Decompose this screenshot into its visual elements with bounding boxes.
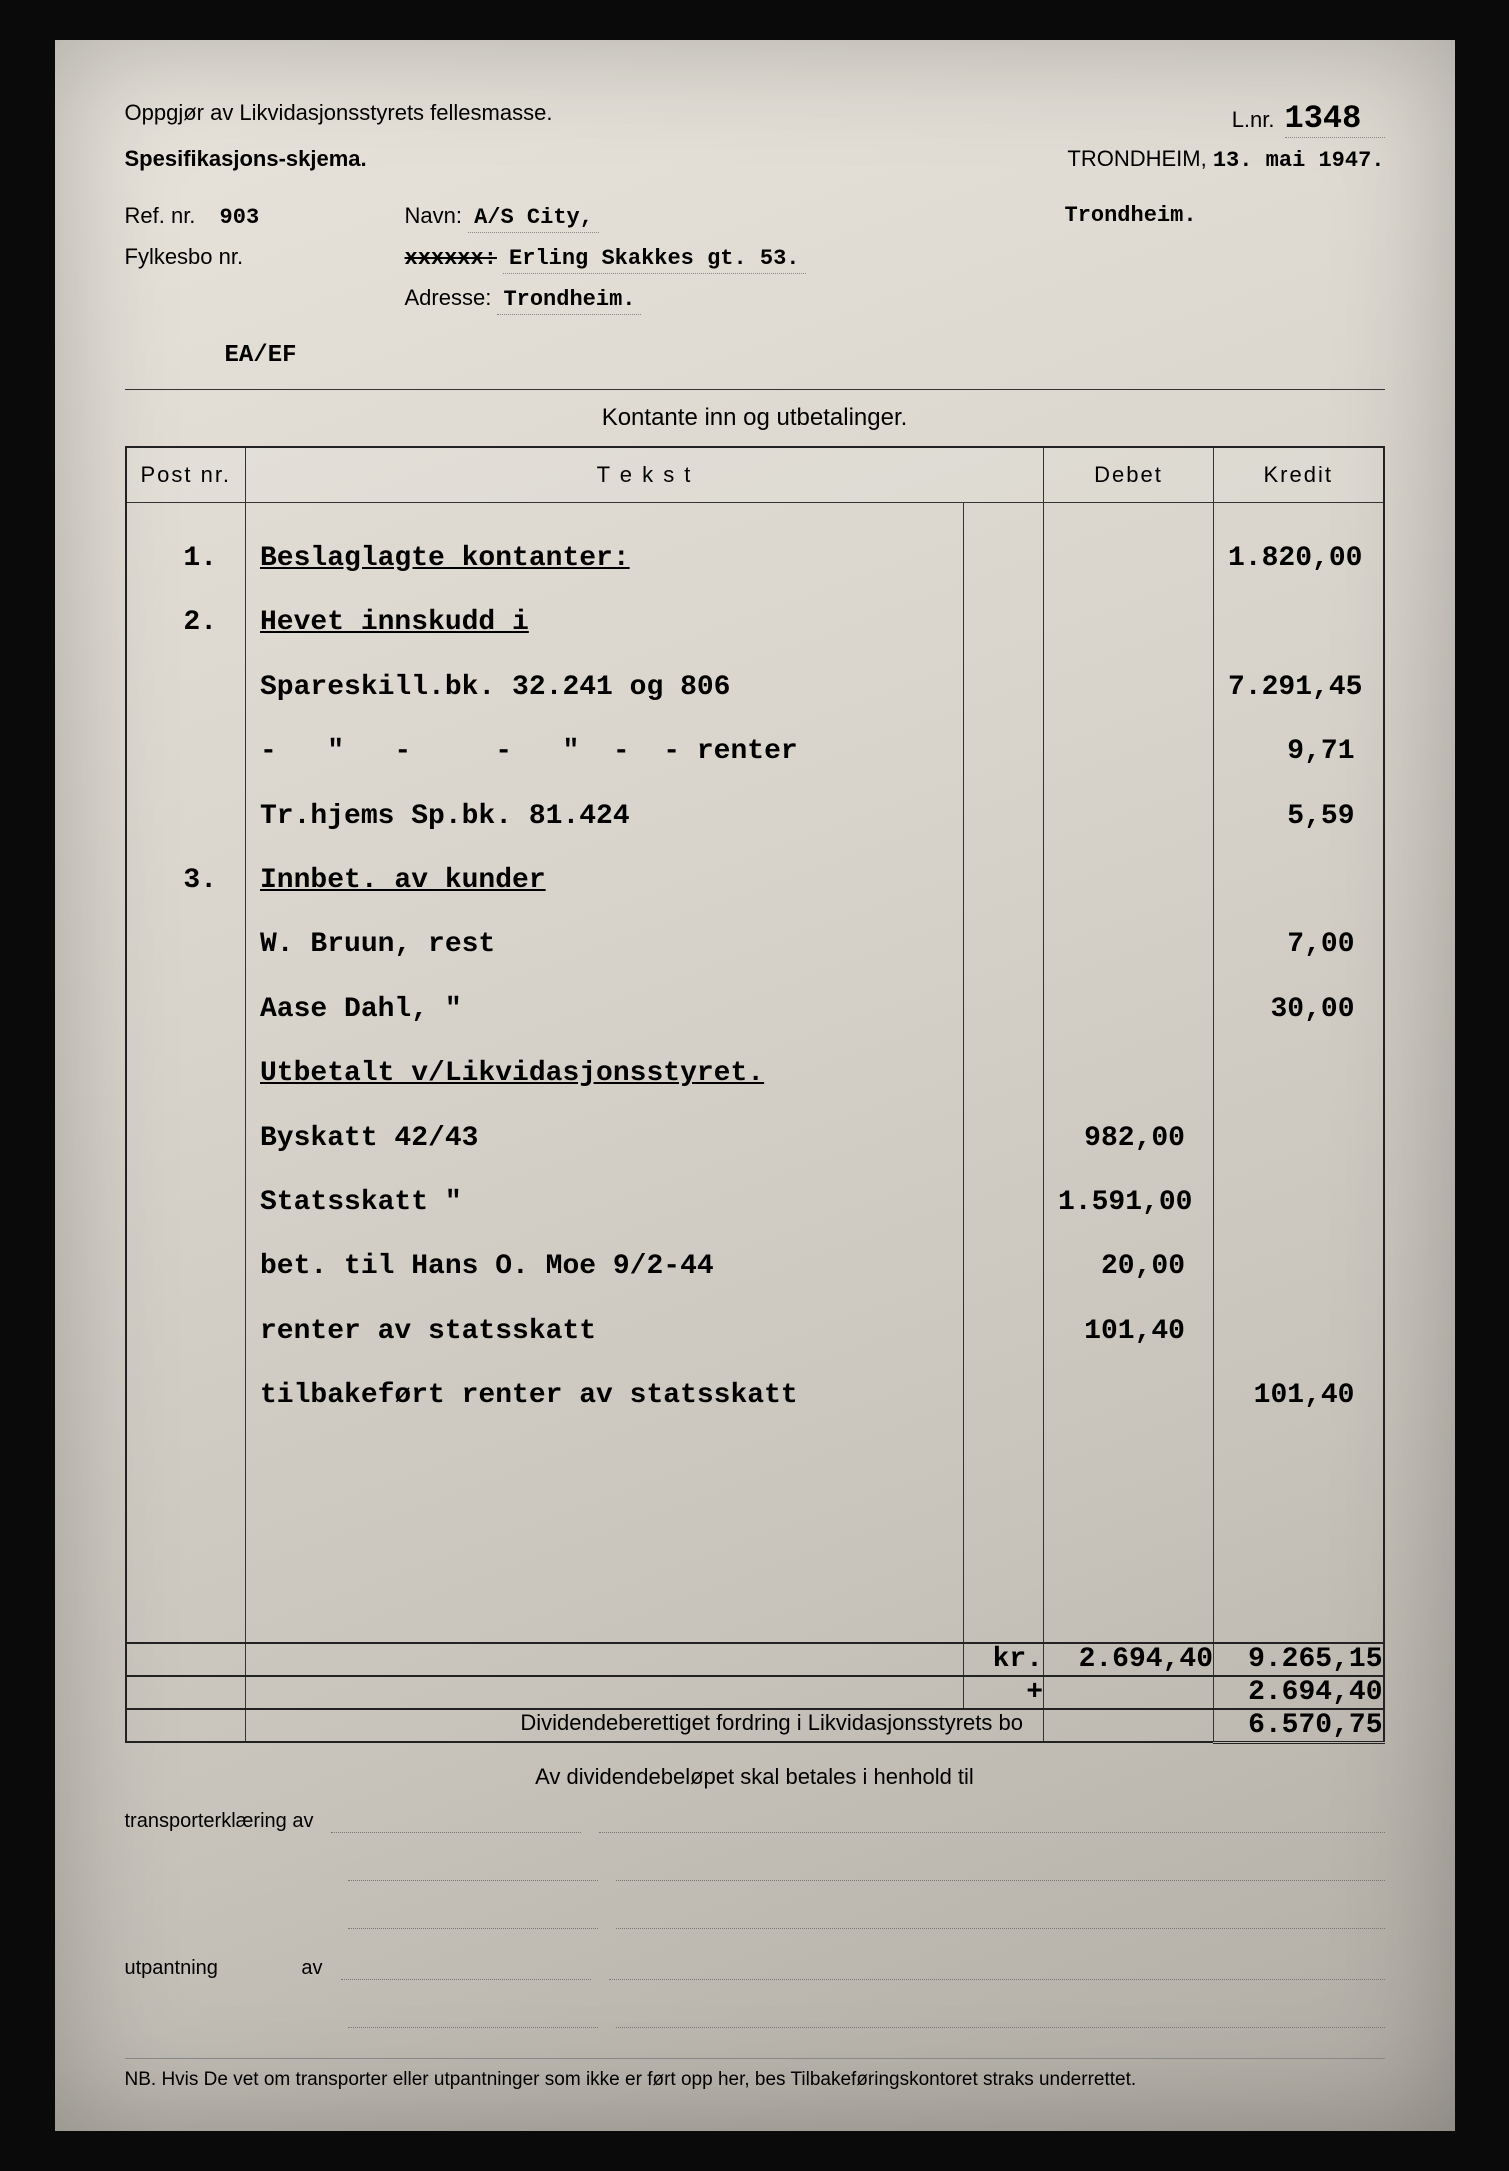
utpantning-row: utpantning av bbox=[125, 1957, 1385, 1980]
navn-place: Trondheim. bbox=[1065, 203, 1385, 230]
fill-line bbox=[348, 1861, 598, 1881]
sum-label: kr. bbox=[964, 1643, 1044, 1676]
col-tekst: T e k s t bbox=[246, 447, 1044, 503]
tekst-cell: Beslaglagte kontanter:Hevet innskudd iSp… bbox=[246, 503, 964, 1643]
sum-row-plus: + 2.694,40 bbox=[126, 1676, 1384, 1709]
blank-row bbox=[125, 1909, 1385, 1929]
navn-field: Navn: A/S City, bbox=[405, 203, 1065, 230]
debet-cell: 982,001.591,0020,00101,40 bbox=[1044, 503, 1214, 1643]
div-label: Dividendeberettiget fordring i Likvidasj… bbox=[246, 1709, 1044, 1743]
plus-label: + bbox=[964, 1676, 1044, 1709]
fill-line bbox=[609, 1960, 1385, 1980]
fill-line bbox=[599, 1813, 1384, 1833]
fill-line bbox=[331, 1813, 581, 1833]
transport-label: transporterklæring av bbox=[125, 1810, 314, 1833]
header-row-2: Spesifikasjons-skjema. TRONDHEIM, 13. ma… bbox=[125, 146, 1385, 173]
debet-lines: 982,001.591,0020,00101,40 bbox=[1044, 503, 1213, 1642]
ledger-table: Post nr. T e k s t Debet Kredit 1.2. 3. … bbox=[125, 446, 1385, 1744]
col-kredit: Kredit bbox=[1214, 447, 1384, 503]
header-row-1: Oppgjør av Likvidasjonsstyrets fellesmas… bbox=[125, 100, 1385, 138]
date-typed: 13. mai 1947. bbox=[1213, 148, 1385, 173]
sum-row-kr: kr. 2.694,40 9.265,15 bbox=[126, 1643, 1384, 1676]
ref-value: 903 bbox=[220, 205, 260, 230]
place: TRONDHEIM, bbox=[1067, 146, 1206, 171]
lnr-field: L.nr. 1348 bbox=[1232, 100, 1385, 138]
addr1-value: Erling Skakkes gt. 53. bbox=[503, 246, 805, 274]
div-value: 6.570,75 bbox=[1214, 1709, 1384, 1743]
table-header-row: Post nr. T e k s t Debet Kredit bbox=[126, 447, 1384, 503]
subtitle-left: Spesifikasjons-skjema. bbox=[125, 146, 367, 173]
adresse-value: Trondheim. bbox=[497, 287, 641, 315]
col-post: Post nr. bbox=[126, 447, 246, 503]
av-label: av bbox=[273, 1957, 323, 1980]
kredit-cell: 1.820,00 7.291,459,715,59 7,0030,00 101,… bbox=[1214, 503, 1384, 1643]
fill-line bbox=[616, 2008, 1385, 2028]
table-subheader: Kontante inn og utbetalinger. bbox=[125, 389, 1385, 446]
footer-line1: Av dividendebeløpet skal betales i henho… bbox=[125, 1744, 1385, 1800]
nb-note: NB. Hvis De vet om transporter eller utp… bbox=[125, 2058, 1385, 2091]
post-lines: 1.2. 3. bbox=[127, 503, 246, 1642]
kredit-lines: 1.820,00 7.291,459,715,59 7,0030,00 101,… bbox=[1214, 503, 1383, 1642]
document-page: Oppgjør av Likvidasjonsstyrets fellesmas… bbox=[55, 40, 1455, 2131]
sum-kredit: 9.265,15 bbox=[1214, 1643, 1384, 1676]
ref-label: Ref. nr. 903 bbox=[125, 203, 405, 230]
spacer-cell bbox=[964, 503, 1044, 1643]
blank-row bbox=[125, 2008, 1385, 2028]
sum-row-div: Dividendeberettiget fordring i Likvidasj… bbox=[126, 1709, 1384, 1743]
post-cell: 1.2. 3. bbox=[126, 503, 246, 1643]
sum-debet: 2.694,40 bbox=[1044, 1643, 1214, 1676]
fill-line bbox=[348, 2008, 598, 2028]
lnr-value: 1348 bbox=[1285, 100, 1385, 138]
table-body-row: 1.2. 3. Beslaglagte kontanter:Hevet inns… bbox=[126, 503, 1384, 1643]
fill-line bbox=[341, 1960, 591, 1980]
meta-block: Ref. nr. 903 Navn: A/S City, Trondheim. … bbox=[125, 203, 1385, 312]
utpantning-label: utpantning bbox=[125, 1957, 255, 1980]
fylkesbo-label: Fylkesbo nr. bbox=[125, 244, 405, 271]
title-left: Oppgjør av Likvidasjonsstyrets fellesmas… bbox=[125, 100, 553, 138]
adresse-field: Adresse: Trondheim. bbox=[405, 285, 1065, 312]
transfer-value: 2.694,40 bbox=[1214, 1676, 1384, 1709]
blank-row bbox=[125, 1861, 1385, 1881]
striked-label: xxxxxx: bbox=[405, 246, 497, 271]
addr1-field: xxxxxx: Erling Skakkes gt. 53. bbox=[405, 244, 1065, 271]
fill-line bbox=[616, 1861, 1385, 1881]
fill-line bbox=[616, 1909, 1385, 1929]
lnr-label: L.nr. bbox=[1232, 107, 1275, 133]
navn-value: A/S City, bbox=[468, 205, 599, 233]
fill-line bbox=[348, 1909, 598, 1929]
footer-lines: transporterklæring av utpantning av bbox=[125, 1810, 1385, 2028]
col-debet: Debet bbox=[1044, 447, 1214, 503]
place-date: TRONDHEIM, 13. mai 1947. bbox=[1067, 146, 1384, 173]
initials: EA/EF bbox=[225, 342, 1385, 369]
transport-row: transporterklæring av bbox=[125, 1810, 1385, 1833]
tekst-lines: Beslaglagte kontanter:Hevet innskudd iSp… bbox=[246, 503, 963, 1642]
